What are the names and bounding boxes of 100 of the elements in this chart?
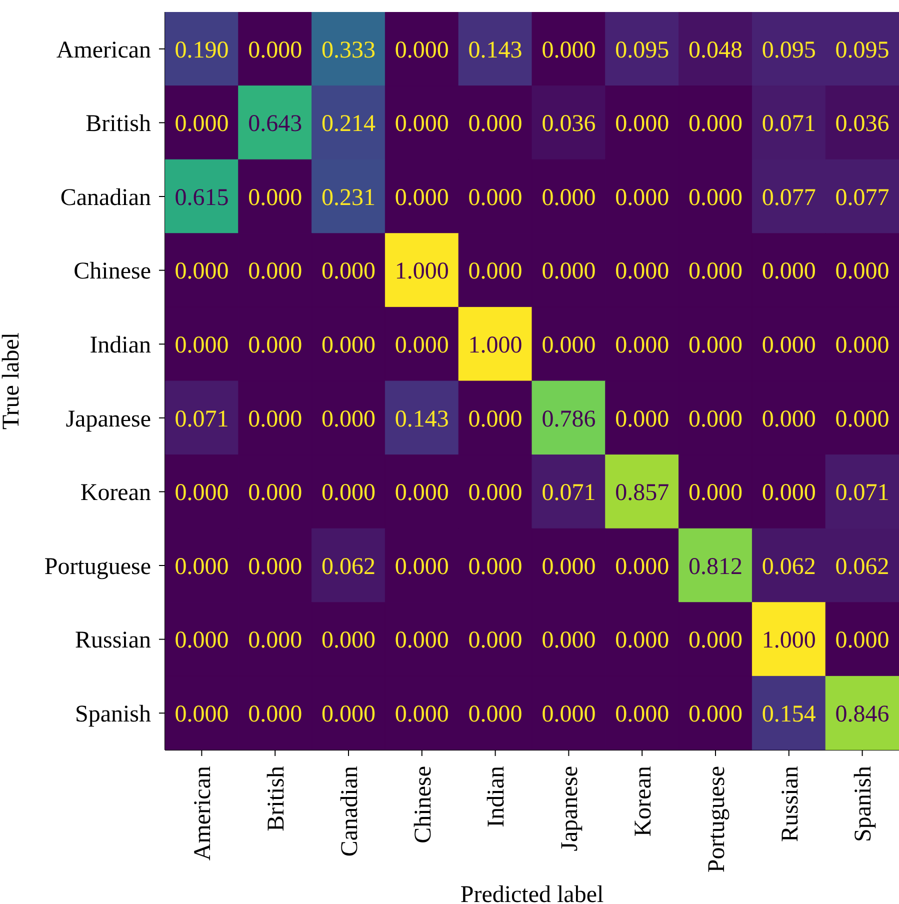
- data-label: 0.000: [248, 332, 302, 358]
- data-label: 0.000: [762, 406, 816, 432]
- y-tick-label: Indian: [90, 332, 151, 358]
- data-label: 0.071: [835, 480, 890, 506]
- y-tick-label: Portuguese: [44, 554, 151, 580]
- data-label: 0.000: [248, 258, 302, 285]
- y-tick-label: Spanish: [74, 702, 151, 728]
- x-axis-title: Predicted label: [460, 882, 604, 904]
- data-label: 0.000: [688, 406, 742, 432]
- data-label: 0.000: [174, 702, 229, 728]
- data-label: 0.000: [688, 480, 742, 506]
- data-label: 0.000: [394, 702, 449, 728]
- data-label: 0.000: [542, 628, 596, 654]
- data-label: 0.000: [835, 332, 890, 358]
- data-label: 0.786: [542, 406, 596, 432]
- data-label: 0.154: [762, 702, 816, 728]
- x-tick-label: Portuguese: [704, 766, 730, 873]
- data-label: 0.077: [762, 184, 816, 211]
- data-label: 0.000: [468, 184, 522, 211]
- data-label: 0.000: [248, 480, 302, 506]
- data-label: 0.000: [322, 332, 376, 358]
- data-label: 0.000: [468, 406, 522, 432]
- data-label: 0.000: [688, 184, 742, 211]
- data-label: 0.000: [394, 111, 449, 138]
- data-label: 0.000: [174, 111, 229, 138]
- data-label: 0.000: [322, 480, 376, 506]
- data-label: 0.000: [394, 37, 449, 64]
- data-label: 0.000: [542, 702, 596, 728]
- data-label: 0.000: [615, 258, 670, 285]
- data-label: 0.214: [322, 111, 376, 138]
- x-tick-label: Chinese: [410, 766, 436, 844]
- x-tick-label: American: [190, 766, 216, 861]
- data-label: 0.000: [468, 480, 522, 506]
- data-label: 0.077: [835, 184, 890, 211]
- data-label: 0.071: [542, 480, 596, 506]
- data-label: 0.000: [394, 480, 449, 506]
- x-tick-label: Canadian: [336, 766, 363, 857]
- data-label: 1.000: [468, 332, 522, 358]
- y-tick-label: Korean: [80, 480, 151, 506]
- data-label: 0.190: [174, 37, 229, 64]
- data-label: 0.000: [468, 111, 522, 138]
- data-label: 0.000: [542, 332, 596, 358]
- data-label: 0.000: [835, 628, 890, 654]
- data-label: 0.000: [394, 554, 449, 580]
- data-label: 0.000: [248, 184, 302, 211]
- data-label: 0.846: [835, 702, 890, 728]
- data-label: 0.000: [615, 332, 670, 358]
- data-label: 0.000: [394, 184, 449, 211]
- y-tick-label: Canadian: [60, 184, 151, 211]
- data-label: 0.000: [322, 628, 376, 654]
- y-tick-label: British: [86, 111, 151, 138]
- data-label: 0.000: [394, 332, 449, 358]
- x-tick-label: Spanish: [850, 766, 877, 842]
- x-tick-label: Russian: [777, 766, 804, 842]
- data-label: 0.000: [248, 37, 302, 64]
- data-label: 0.048: [688, 37, 742, 64]
- y-tick-label: Chinese: [74, 258, 151, 285]
- x-tick-label: British: [264, 766, 290, 832]
- data-label: 0.000: [248, 554, 302, 580]
- data-label: 0.000: [174, 554, 229, 580]
- data-label: 1.000: [394, 258, 449, 285]
- data-label: 0.000: [248, 702, 302, 728]
- data-label: 0.000: [615, 406, 670, 432]
- data-label: 0.062: [835, 554, 890, 580]
- data-label: 0.095: [615, 37, 670, 64]
- data-label: 0.000: [615, 554, 670, 580]
- data-label: 0.000: [542, 258, 596, 285]
- data-label: 0.000: [468, 628, 522, 654]
- data-label: 0.000: [688, 332, 742, 358]
- data-label: 0.000: [762, 258, 816, 285]
- data-label: 0.231: [322, 184, 376, 211]
- x-tick-label: Indian: [484, 766, 510, 828]
- y-tick-label: Russian: [74, 628, 151, 654]
- data-label: 0.000: [688, 628, 742, 654]
- y-tick-label: Japanese: [66, 406, 151, 432]
- data-label: 0.615: [174, 184, 229, 211]
- data-label: 0.000: [322, 702, 376, 728]
- data-label: 0.143: [468, 37, 522, 64]
- data-label: 0.071: [174, 406, 229, 432]
- data-label: 0.000: [542, 184, 596, 211]
- data-label: 0.095: [835, 37, 890, 64]
- data-label: 0.000: [174, 332, 229, 358]
- data-label: 0.857: [615, 480, 670, 506]
- data-label: 0.095: [762, 37, 816, 64]
- y-tick-label: American: [56, 37, 151, 64]
- data-label: 0.000: [468, 702, 522, 728]
- data-label: 0.036: [542, 111, 596, 138]
- data-label: 0.000: [174, 258, 229, 285]
- data-label: 0.000: [468, 554, 522, 580]
- data-label: 0.000: [688, 258, 742, 285]
- data-label: 0.000: [835, 258, 890, 285]
- data-label: 0.812: [688, 554, 742, 580]
- data-label: 0.000: [615, 184, 670, 211]
- data-label: 0.000: [615, 702, 670, 728]
- data-label: 0.000: [322, 258, 376, 285]
- data-label: 0.000: [688, 111, 742, 138]
- data-label: 0.000: [688, 702, 742, 728]
- data-label: 0.062: [762, 554, 816, 580]
- data-label: 0.000: [394, 628, 449, 654]
- data-label: 0.000: [615, 111, 670, 138]
